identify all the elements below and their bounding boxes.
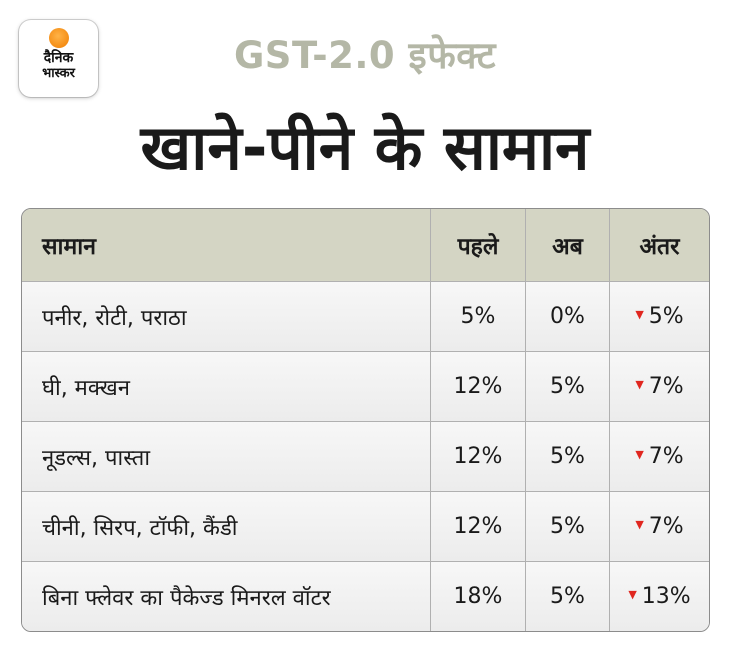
now-cell: 0% <box>525 282 609 351</box>
diff-value: 7% <box>648 514 684 539</box>
diff-value: 13% <box>641 584 691 609</box>
before-cell: 12% <box>430 492 525 561</box>
before-cell: 12% <box>430 422 525 491</box>
double-chevron-down-icon: ▼ <box>635 448 644 461</box>
diff-value: 5% <box>648 304 684 329</box>
now-cell: 5% <box>525 422 609 491</box>
table-header-row: सामान पहले अब अंतर <box>22 209 709 281</box>
table-row: नूडल्स, पास्ता 12% 5% ▼ 7% <box>22 421 709 491</box>
brand-logo: दैनिक भास्कर <box>19 20 98 97</box>
diff-cell: ▼ 13% <box>609 562 709 631</box>
table-row: चीनी, सिरप, टॉफी, कैंडी 12% 5% ▼ 7% <box>22 491 709 561</box>
gst-table: सामान पहले अब अंतर पनीर, रोटी, पराठा 5% … <box>21 208 710 632</box>
table-row: पनीर, रोटी, पराठा 5% 0% ▼ 5% <box>22 281 709 351</box>
header-before: पहले <box>430 209 525 281</box>
brand-name-line2: भास्कर <box>42 66 75 81</box>
diff-cell: ▼ 7% <box>609 492 709 561</box>
diff-cell: ▼ 7% <box>609 352 709 421</box>
kicker-title: GST-2.0 इफेक्ट <box>233 34 497 77</box>
diff-cell: ▼ 5% <box>609 282 709 351</box>
header-item: सामान <box>42 234 96 260</box>
item-cell: घी, मक्खन <box>42 375 130 401</box>
double-chevron-down-icon: ▼ <box>628 588 637 601</box>
now-cell: 5% <box>525 352 609 421</box>
brand-name-line1: दैनिक <box>43 50 74 66</box>
diff-cell: ▼ 7% <box>609 422 709 491</box>
item-cell: नूडल्स, पास्ता <box>42 445 151 471</box>
now-cell: 5% <box>525 492 609 561</box>
page-title: खाने-पीने के सामान <box>140 111 590 184</box>
item-cell: पनीर, रोटी, पराठा <box>42 305 187 331</box>
table-row: घी, मक्खन 12% 5% ▼ 7% <box>22 351 709 421</box>
before-cell: 12% <box>430 352 525 421</box>
diff-value: 7% <box>648 374 684 399</box>
double-chevron-down-icon: ▼ <box>635 308 644 321</box>
now-cell: 5% <box>525 562 609 631</box>
before-cell: 18% <box>430 562 525 631</box>
item-cell: बिना फ्लेवर का पैकेज्ड मिनरल वॉटर <box>42 585 331 611</box>
double-chevron-down-icon: ▼ <box>635 518 644 531</box>
item-cell: चीनी, सिरप, टॉफी, कैंडी <box>42 515 238 541</box>
sun-icon <box>48 28 69 48</box>
before-cell: 5% <box>430 282 525 351</box>
table-row: बिना फ्लेवर का पैकेज्ड मिनरल वॉटर 18% 5%… <box>22 561 709 631</box>
diff-value: 7% <box>648 444 684 469</box>
header-now: अब <box>525 209 609 281</box>
header-diff: अंतर <box>609 209 709 281</box>
double-chevron-down-icon: ▼ <box>635 378 644 391</box>
